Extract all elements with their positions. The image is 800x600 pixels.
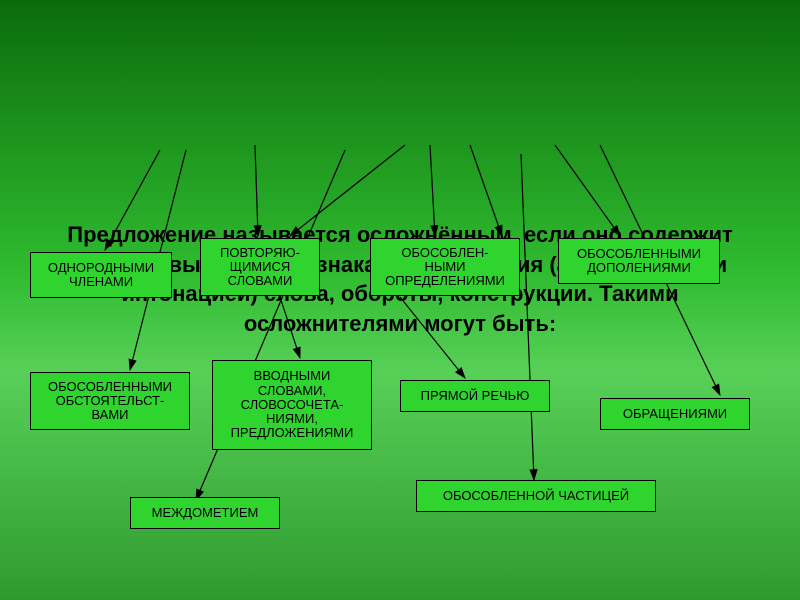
node-n5: ОБОСОБЛЕННЫМИ ОБСТОЯТЕЛЬСТ- ВАМИ: [30, 372, 190, 430]
node-n3: ОБОСОБЛЕН- НЫМИ ОПРЕДЕЛЕНИЯМИ: [370, 238, 520, 296]
node-n4: ОБОСОБЛЕННЫМИ ДОПОЛЕНИЯМИ: [558, 238, 720, 284]
node-n1: ОДНОРОДНЫМИ ЧЛЕНАМИ: [30, 252, 172, 298]
node-n6: ВВОДНЫМИ СЛОВАМИ, СЛОВОСОЧЕТА- НИЯМИ, ПР…: [212, 360, 372, 450]
node-n7: ПРЯМОЙ РЕЧЬЮ: [400, 380, 550, 412]
node-n2: ПОВТОРЯЮ- ЩИМИСЯ СЛОВАМИ: [200, 238, 320, 296]
node-n10: ОБОСОБЛЕННОЙ ЧАСТИЦЕЙ: [416, 480, 656, 512]
node-n9: МЕЖДОМЕТИЕМ: [130, 497, 280, 529]
diagram-stage: Предложение называется осложнённым, если…: [0, 0, 800, 600]
node-n8: ОБРАЩЕНИЯМИ: [600, 398, 750, 430]
